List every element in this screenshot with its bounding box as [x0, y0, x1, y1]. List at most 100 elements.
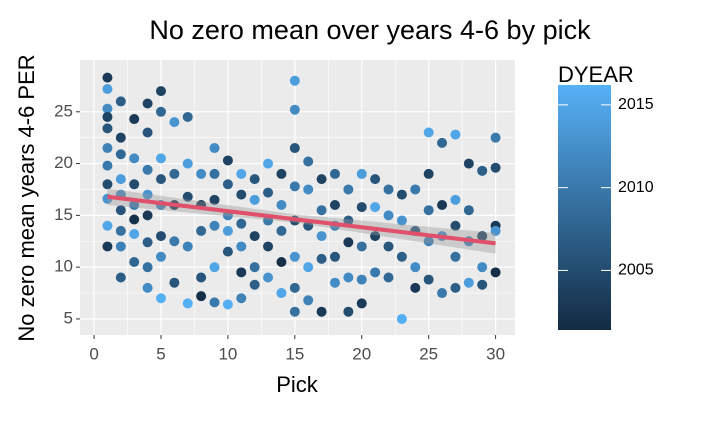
point [450, 129, 461, 140]
point [343, 215, 354, 226]
chart-title: No zero mean over years 4-6 by pick [149, 15, 591, 45]
point [142, 98, 153, 109]
x-tick-label: 10 [218, 344, 237, 363]
point [316, 253, 327, 264]
point [102, 103, 113, 114]
x-tick-label: 25 [419, 344, 438, 363]
point [423, 127, 434, 138]
point [102, 160, 113, 171]
point [276, 225, 287, 236]
point [343, 306, 354, 317]
point [316, 174, 327, 185]
point [196, 225, 207, 236]
point [236, 267, 247, 278]
point [410, 282, 421, 293]
point [222, 225, 233, 236]
x-tick-label: 30 [486, 344, 505, 363]
y-tick-label: 20 [54, 153, 73, 172]
point [437, 200, 448, 211]
point [316, 231, 327, 242]
point [249, 262, 260, 273]
point [289, 282, 300, 293]
point [463, 277, 474, 288]
point [490, 267, 501, 278]
point [236, 293, 247, 304]
point [477, 262, 488, 273]
point [329, 277, 340, 288]
point [450, 220, 461, 231]
point [383, 272, 394, 283]
point [370, 231, 381, 242]
point [423, 236, 434, 247]
y-tick-label: 15 [54, 205, 73, 224]
point [115, 225, 126, 236]
point [115, 96, 126, 107]
point [329, 168, 340, 179]
point [490, 162, 501, 173]
colorbar-label: 2015 [618, 96, 654, 113]
y-tick-label: 25 [54, 101, 73, 120]
point [370, 267, 381, 278]
point [316, 306, 327, 317]
point [115, 149, 126, 160]
point [450, 251, 461, 262]
point [236, 168, 247, 179]
point [182, 111, 193, 122]
x-tick-label: 5 [156, 344, 165, 363]
point [276, 200, 287, 211]
point [102, 241, 113, 252]
trend-line [107, 194, 496, 246]
point [303, 156, 314, 167]
point [129, 153, 140, 164]
point [383, 241, 394, 252]
point [289, 75, 300, 86]
point [182, 298, 193, 309]
point [477, 231, 488, 242]
point [142, 164, 153, 175]
point [356, 168, 367, 179]
point [142, 189, 153, 200]
point [142, 127, 153, 138]
point [209, 297, 220, 308]
x-tick-label: 15 [285, 344, 304, 363]
point [249, 231, 260, 242]
point [129, 214, 140, 225]
point [356, 202, 367, 213]
point [155, 231, 166, 242]
point [129, 229, 140, 240]
point [437, 137, 448, 148]
colorbar [558, 85, 611, 330]
x-tick-label: 20 [352, 344, 371, 363]
point [477, 165, 488, 176]
point [423, 274, 434, 285]
point [423, 205, 434, 216]
point [115, 132, 126, 143]
point [303, 262, 314, 273]
point [249, 279, 260, 290]
point [169, 277, 180, 288]
point [383, 210, 394, 221]
point [142, 237, 153, 248]
point [450, 282, 461, 293]
point [222, 246, 233, 257]
point [343, 184, 354, 195]
point [115, 205, 126, 216]
point [102, 143, 113, 154]
point [289, 251, 300, 262]
point [303, 184, 314, 195]
point [115, 174, 126, 185]
point [236, 189, 247, 200]
point [396, 215, 407, 226]
point [276, 288, 287, 299]
point [236, 241, 247, 252]
x-axis-title: Pick [276, 372, 319, 397]
point [129, 256, 140, 267]
point [169, 168, 180, 179]
point [142, 210, 153, 221]
point [209, 143, 220, 154]
point [303, 295, 314, 306]
point [289, 104, 300, 115]
point [410, 184, 421, 195]
point [490, 132, 501, 143]
point [155, 106, 166, 117]
